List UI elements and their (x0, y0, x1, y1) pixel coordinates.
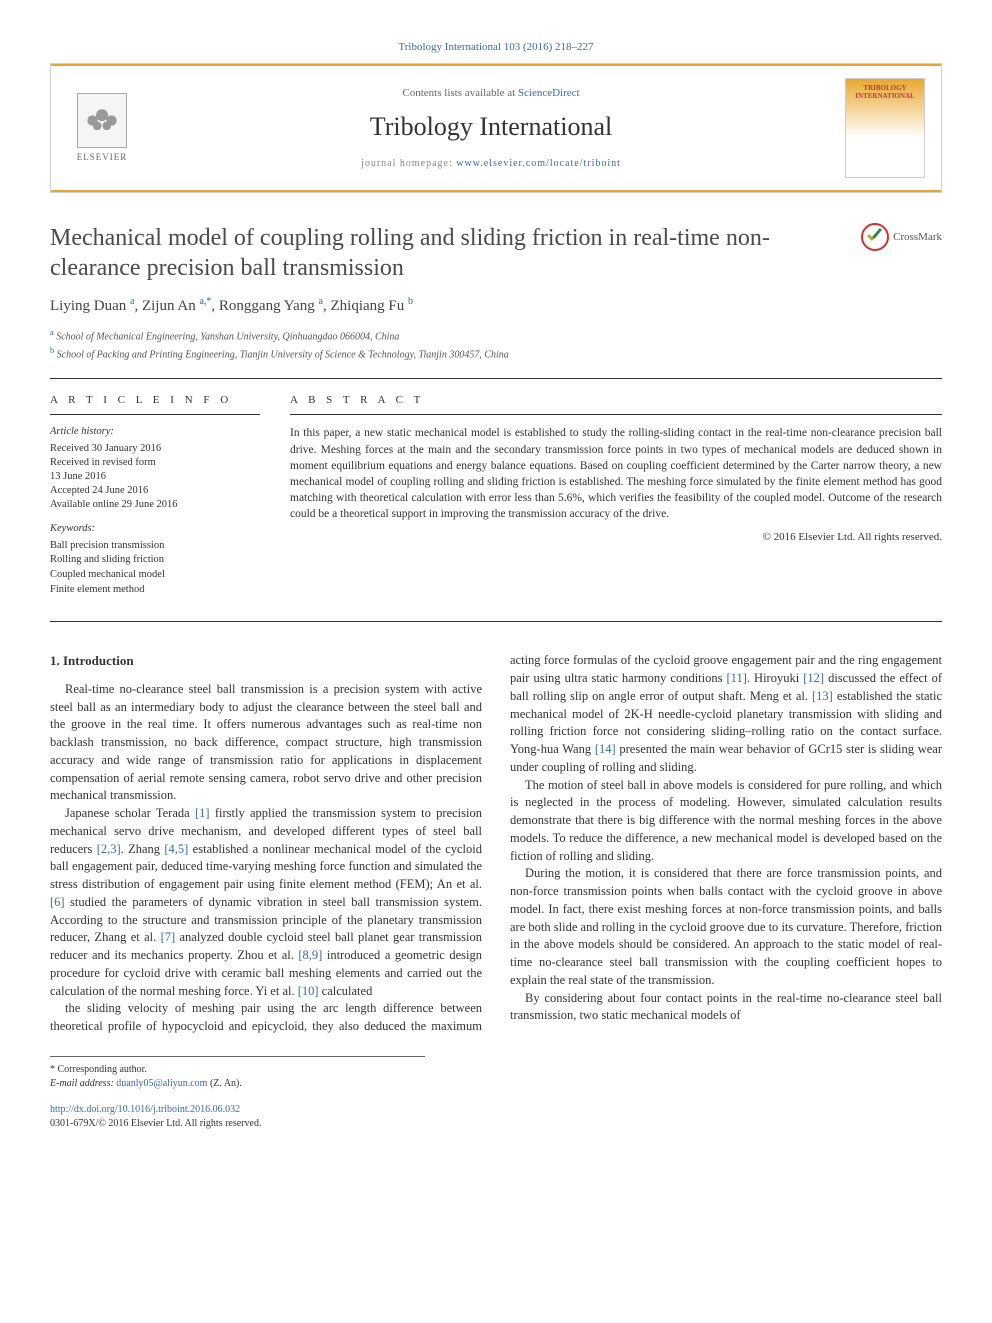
elsevier-logo[interactable]: ELSEVIER (67, 88, 137, 168)
body-paragraph: During the motion, it is considered that… (510, 865, 942, 989)
history-line: 13 June 2016 (50, 470, 260, 484)
keyword-item: Ball precision transmission (50, 539, 260, 554)
keyword-item: Rolling and sliding friction (50, 553, 260, 568)
keywords-label: Keywords: (50, 522, 260, 536)
keyword-item: Finite element method (50, 583, 260, 598)
abstract-heading: A B S T R A C T (290, 393, 942, 415)
publisher-name: ELSEVIER (77, 151, 128, 164)
corresponding-author-footnote: * Corresponding author. E-mail address: … (50, 1056, 425, 1091)
authors-line: Liying Duan a, Zijun An a,*, Ronggang Ya… (50, 295, 942, 317)
body-paragraph: Real-time no-clearance steel ball transm… (50, 681, 482, 805)
header-top-rule (51, 64, 941, 66)
corresponding-email[interactable]: duanly05@aliyun.com (116, 1078, 207, 1089)
history-line: Received in revised form (50, 456, 260, 470)
article-history-label: Article history: (50, 425, 260, 439)
keyword-item: Coupled mechanical model (50, 568, 260, 583)
article-history: Received 30 January 2016Received in revi… (50, 442, 260, 513)
abstract-column: A B S T R A C T In this paper, a new sta… (290, 393, 942, 607)
corresponding-marker: * Corresponding author. (50, 1063, 425, 1077)
history-line: Available online 29 June 2016 (50, 498, 260, 512)
sciencedirect-link[interactable]: ScienceDirect (518, 87, 580, 99)
journal-header: ELSEVIER Contents lists available at Sci… (50, 63, 942, 193)
abstract-text: In this paper, a new static mechanical m… (290, 425, 942, 522)
body-paragraph: By considering about four contact points… (510, 990, 942, 1026)
affiliations: a School of Mechanical Engineering, Yans… (50, 327, 942, 362)
header-bottom-rule (51, 190, 941, 192)
cover-label-2: INTERNATIONAL (846, 93, 924, 101)
email-label: E-mail address: (50, 1078, 116, 1089)
article-info-heading: A R T I C L E I N F O (50, 393, 260, 415)
body-paragraph: The motion of steel ball in above models… (510, 777, 942, 866)
history-line: Accepted 24 June 2016 (50, 484, 260, 498)
contents-prefix: Contents lists available at (402, 87, 517, 99)
journal-homepage-line: journal homepage: www.elsevier.com/locat… (137, 157, 845, 171)
issue-citation: Tribology International 103 (2016) 218–2… (50, 40, 942, 55)
keywords-list: Ball precision transmissionRolling and s… (50, 539, 260, 598)
crossmark-badge[interactable]: CrossMark (861, 223, 942, 251)
email-suffix: (Z. An). (207, 1078, 241, 1089)
article-info-column: A R T I C L E I N F O Article history: R… (50, 393, 260, 607)
section-heading-introduction: 1. Introduction (50, 652, 482, 670)
crossmark-icon (861, 223, 889, 251)
homepage-prefix: journal homepage: (361, 158, 456, 169)
body-paragraph: Japanese scholar Terada [1] firstly appl… (50, 805, 482, 1000)
article-body: 1. Introduction Real-time no-clearance s… (50, 652, 942, 1035)
issn-copyright: 0301-679X/© 2016 Elsevier Ltd. All right… (50, 1118, 261, 1129)
elsevier-tree-icon (77, 93, 127, 148)
article-title: Mechanical model of coupling rolling and… (50, 223, 841, 283)
contents-available-line: Contents lists available at ScienceDirec… (137, 86, 845, 101)
doi-link[interactable]: http://dx.doi.org/10.1016/j.triboint.201… (50, 1104, 240, 1115)
journal-name: Tribology International (137, 109, 845, 145)
journal-cover-thumbnail[interactable]: TRIBOLOGY INTERNATIONAL (845, 78, 925, 178)
doi-block: http://dx.doi.org/10.1016/j.triboint.201… (50, 1103, 942, 1131)
homepage-link[interactable]: www.elsevier.com/locate/triboint (456, 158, 621, 169)
crossmark-label: CrossMark (893, 230, 942, 245)
abstract-copyright: © 2016 Elsevier Ltd. All rights reserved… (290, 530, 942, 545)
history-line: Received 30 January 2016 (50, 442, 260, 456)
